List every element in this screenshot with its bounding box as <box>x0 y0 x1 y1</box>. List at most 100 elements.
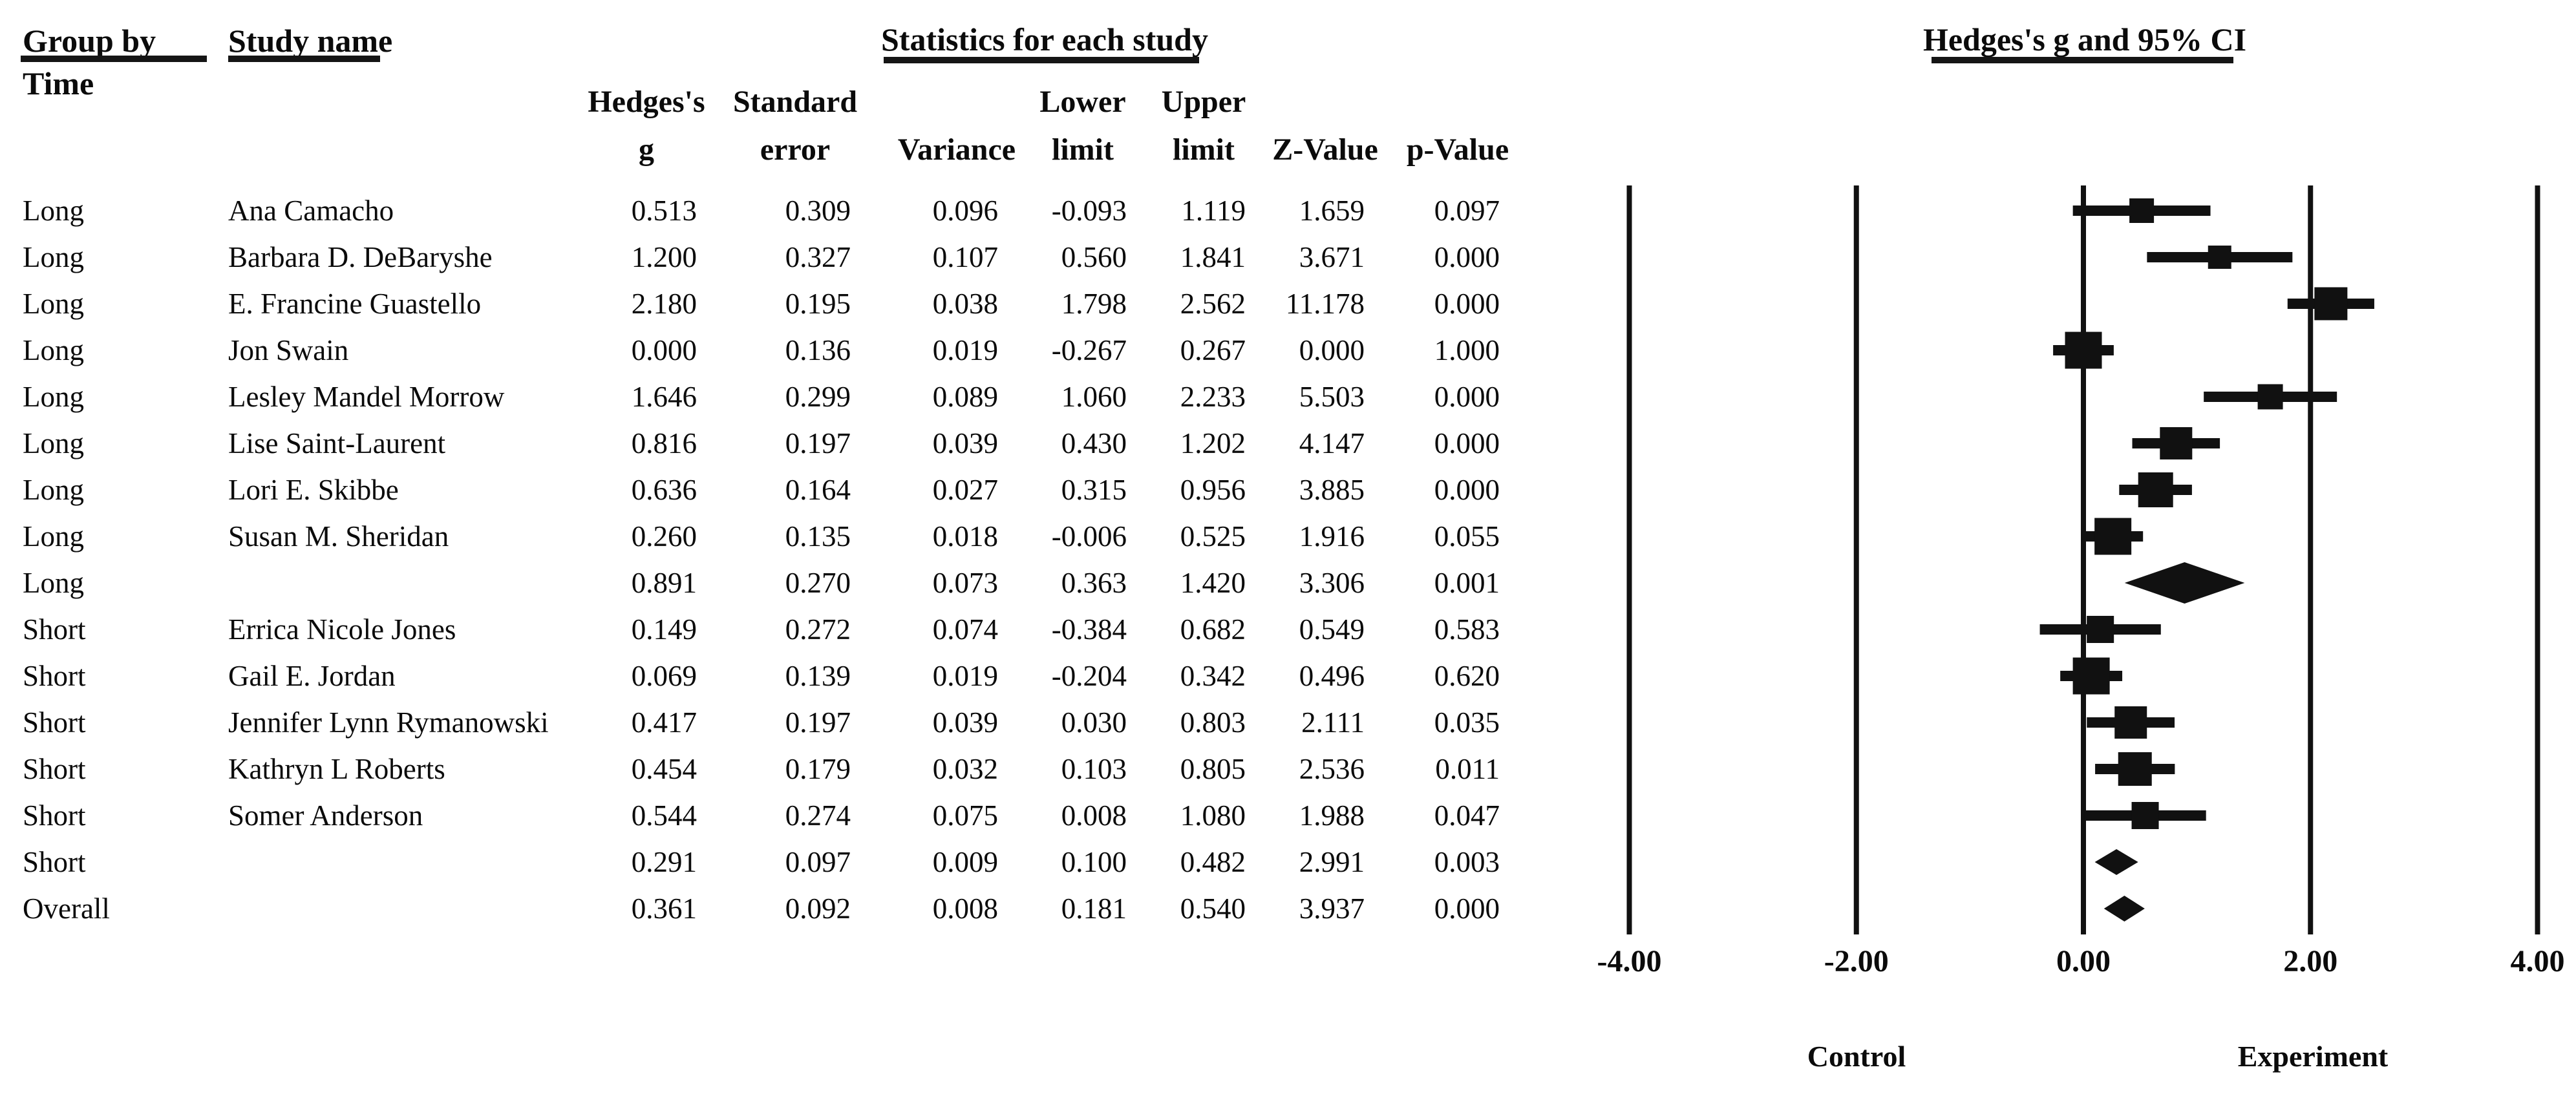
cell-group: Long <box>23 195 84 227</box>
cell-lower-limit: 0.030 <box>1061 706 1127 739</box>
cell-hedges-g: 0.513 <box>631 195 697 227</box>
study-name-header: Study name <box>228 23 393 59</box>
cell-p-value: 0.035 <box>1434 706 1500 739</box>
cell-p-value: 0.011 <box>1435 753 1500 785</box>
cell-z-value: 2.111 <box>1301 706 1365 739</box>
axis-gridline <box>2081 185 2086 934</box>
cell-group: Long <box>23 241 84 273</box>
cell-lower-limit: -0.093 <box>1051 195 1127 227</box>
col-header-se-top: Standard <box>732 85 858 119</box>
control-axis-label: Control <box>1807 1040 1906 1073</box>
ci-whisker <box>2287 299 2374 309</box>
cell-variance: 0.038 <box>932 288 998 320</box>
effect-square <box>2314 287 2348 321</box>
cell-study-name: Somer Anderson <box>228 799 423 832</box>
cell-upper-limit: 0.803 <box>1180 706 1246 739</box>
cell-lower-limit: -0.384 <box>1051 613 1127 646</box>
cell-group: Short <box>23 753 86 785</box>
cell-study-name: Lesley Mandel Morrow <box>228 381 505 413</box>
cell-group: Short <box>23 846 86 878</box>
cell-lower-limit: 0.181 <box>1061 892 1127 925</box>
col-header-upper-top: Upper <box>1161 85 1246 119</box>
cell-p-value: 0.620 <box>1434 660 1500 692</box>
cell-hedges-g: 0.454 <box>631 753 697 785</box>
table-row: Long Lesley Mandel Morrow 1.646 0.299 0.089 1… <box>0 379 1551 415</box>
table-row: Short Kathryn L Roberts 0.454 0.179 0.032 0.1… <box>0 751 1551 787</box>
cell-standard-error: 0.272 <box>785 613 851 646</box>
axis-gridline <box>2535 185 2540 934</box>
cell-variance: 0.074 <box>932 613 998 646</box>
cell-hedges-g: 0.891 <box>631 567 697 599</box>
x-axis-tick-label: 0.00 <box>2056 944 2111 978</box>
cell-standard-error: 0.270 <box>785 567 851 599</box>
cell-lower-limit: 1.060 <box>1061 381 1127 413</box>
cell-standard-error: 0.092 <box>785 892 851 925</box>
cell-lower-limit: 0.315 <box>1061 474 1127 506</box>
cell-z-value: 0.496 <box>1299 660 1365 692</box>
col-header-variance: Variance <box>897 132 1016 167</box>
cell-lower-limit: -0.006 <box>1051 520 1127 553</box>
cell-upper-limit: 2.233 <box>1180 381 1246 413</box>
col-header-z-value: Z-Value <box>1272 132 1378 167</box>
cell-hedges-g: 0.361 <box>631 892 697 925</box>
cell-p-value: 1.000 <box>1434 334 1500 366</box>
axis-gridline <box>1626 185 1632 934</box>
cell-lower-limit: 0.008 <box>1061 799 1127 832</box>
cell-study-name: E. Francine Guastello <box>228 288 482 320</box>
table-row: Long Ana Camacho 0.513 0.309 0.096 -0.093 1.11… <box>0 193 1551 229</box>
cell-z-value: 0.000 <box>1299 334 1365 366</box>
plot-section-title: Hedges's g and 95% CI <box>1922 21 2247 58</box>
cell-z-value: 3.306 <box>1299 567 1365 599</box>
x-axis-tick-label: 4.00 <box>2510 944 2565 978</box>
cell-hedges-g: 1.200 <box>631 241 697 273</box>
cell-group: Short <box>23 706 86 739</box>
study-name-underline <box>228 56 380 62</box>
cell-z-value: 3.885 <box>1299 474 1365 506</box>
cell-standard-error: 0.195 <box>785 288 851 320</box>
cell-variance: 0.032 <box>932 753 998 785</box>
table-row: Overall 0.361 0.092 0.008 0.181 0.540 3.937 0.0… <box>0 890 1551 927</box>
cell-group: Long <box>23 427 84 459</box>
table-row: Short Somer Anderson 0.544 0.274 0.075 0.008 1… <box>0 797 1551 834</box>
table-row: Short 0.291 0.097 0.009 0.100 0.482 2.991 0.003 <box>0 844 1551 880</box>
cell-variance: 0.018 <box>932 520 998 553</box>
cell-z-value: 2.536 <box>1299 753 1365 785</box>
cell-p-value: 0.003 <box>1434 846 1500 878</box>
col-header-hedges-g-bottom: g <box>639 132 654 167</box>
cell-p-value: 0.055 <box>1434 520 1500 553</box>
cell-lower-limit: 0.100 <box>1061 846 1127 878</box>
cell-variance: 0.107 <box>932 241 998 273</box>
cell-upper-limit: 1.202 <box>1180 427 1246 459</box>
cell-p-value: 0.097 <box>1434 195 1500 227</box>
table-row: Short Jennifer Lynn Rymanowski 0.417 0.197 0… <box>0 704 1551 741</box>
table-row: Long E. Francine Guastello 2.180 0.195 0.038… <box>0 286 1551 322</box>
table-row: Long 0.891 0.270 0.073 0.363 1.420 3.306 0.001 <box>0 565 1551 601</box>
cell-variance: 0.009 <box>932 846 998 878</box>
plot-title-underline <box>1932 57 2233 63</box>
x-axis-tick-label: -4.00 <box>1597 944 1662 978</box>
ci-whisker <box>2039 624 2161 635</box>
cell-variance: 0.019 <box>932 660 998 692</box>
cell-group: Long <box>23 567 84 599</box>
cell-upper-limit: 0.482 <box>1180 846 1246 878</box>
cell-group: Long <box>23 474 84 506</box>
axis-gridline <box>2308 185 2314 934</box>
cell-standard-error: 0.139 <box>785 660 851 692</box>
cell-upper-limit: 2.562 <box>1180 288 1246 320</box>
cell-upper-limit: 0.342 <box>1180 660 1246 692</box>
cell-hedges-g: 0.000 <box>631 334 697 366</box>
cell-standard-error: 0.327 <box>785 241 851 273</box>
axis-gridline <box>1853 185 1859 934</box>
summary-diamond <box>2094 849 2138 875</box>
cell-standard-error: 0.274 <box>785 799 851 832</box>
group-by-value-header: Time <box>23 65 94 101</box>
cell-p-value: 0.000 <box>1434 241 1500 273</box>
cell-variance: 0.039 <box>932 427 998 459</box>
ci-whisker <box>2095 764 2175 774</box>
cell-group: Long <box>23 520 84 553</box>
cell-hedges-g: 0.069 <box>631 660 697 692</box>
effect-square <box>2131 802 2159 829</box>
cell-z-value: 1.988 <box>1299 799 1365 832</box>
cell-hedges-g: 2.180 <box>631 288 697 320</box>
